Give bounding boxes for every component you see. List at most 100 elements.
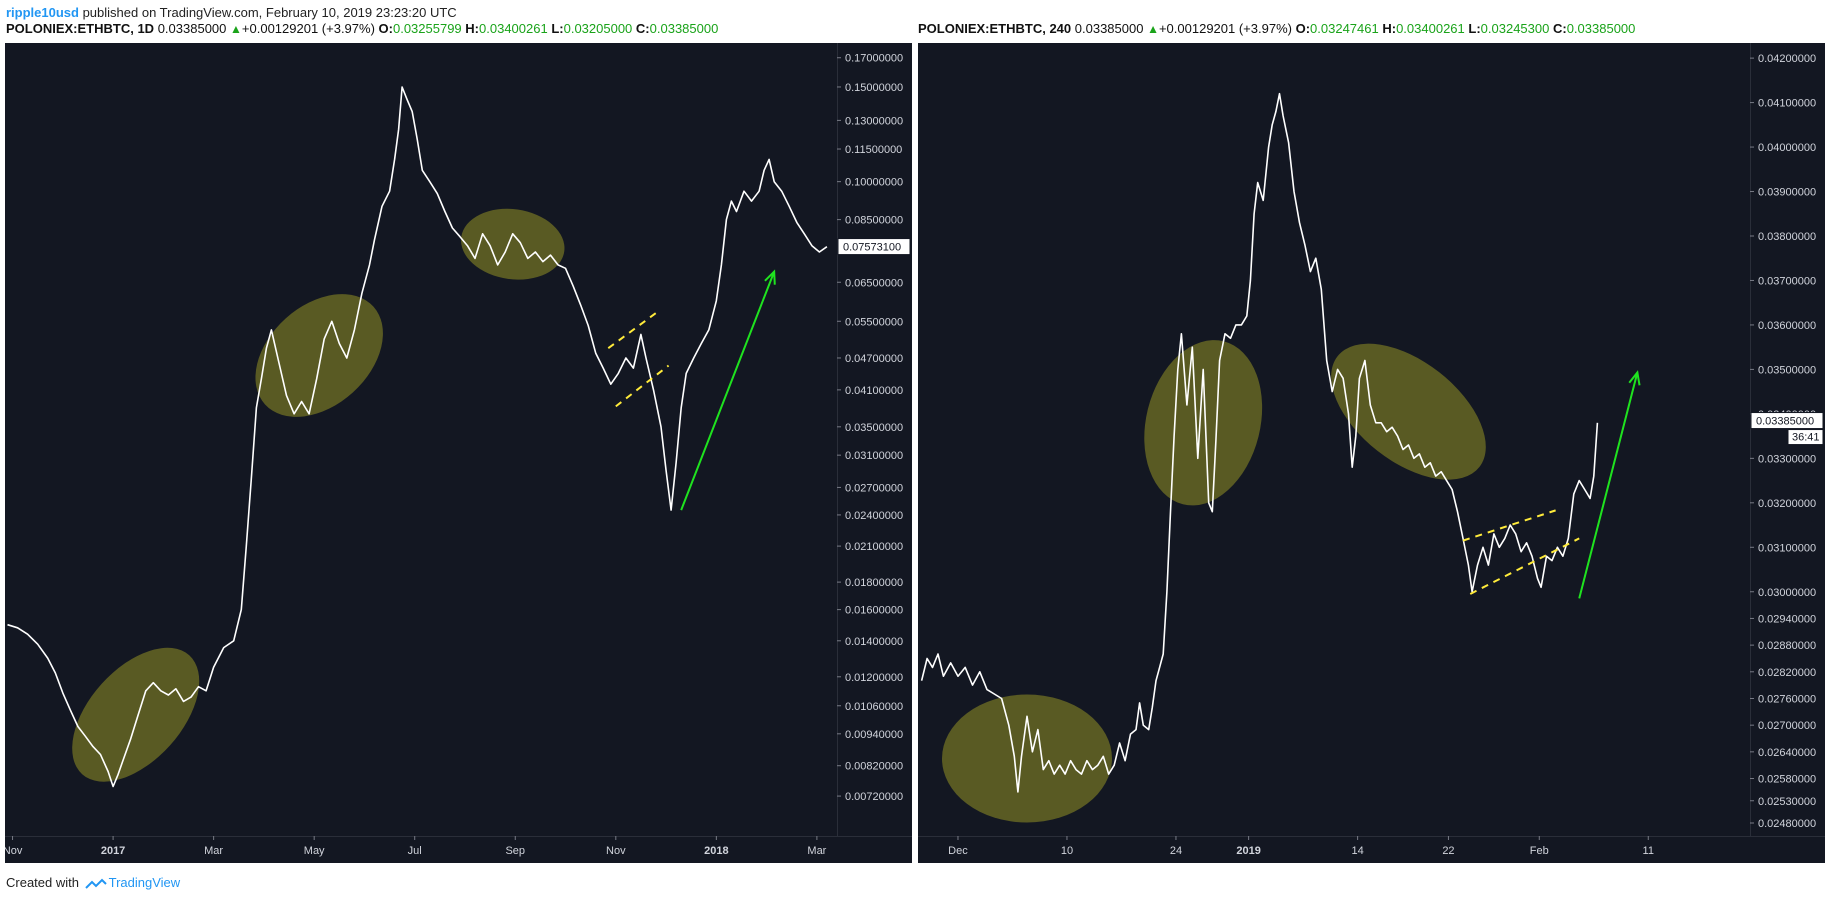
chart1-trend-line-1 [607, 312, 657, 350]
chart1-o-label: O: [378, 21, 393, 36]
chart1-c-label: C: [635, 21, 650, 36]
chart1-x-tick-label: May [304, 845, 325, 857]
chart2-y-tick-label: 0.02480000 [1758, 818, 1816, 830]
chart1-y-tick-label: 0.03100000 [845, 450, 903, 462]
chart1-y-tick-label: 0.11500000 [845, 144, 902, 156]
chart1-y-tick-label: 0.00720000 [845, 791, 903, 803]
chart2-high: 0.03400261 [1396, 21, 1465, 36]
chart2-y-tick-label: 0.02700000 [1758, 720, 1816, 732]
chart1-y-tick-label: 0.17000000 [845, 53, 903, 65]
chart2-y-tick-label: 0.02880000 [1758, 640, 1816, 652]
chart1-y-tick-label: 0.06500000 [845, 277, 903, 289]
chart1-h-label: H: [465, 21, 480, 36]
chart1-y-tick-label: 0.08500000 [845, 215, 903, 227]
chart1-y-tick-label: 0.00940000 [845, 729, 903, 741]
chart2-y-tick-label: 0.03600000 [1758, 320, 1816, 332]
chart1-y-tick-label: 0.15000000 [845, 82, 903, 94]
chart1-highlight-ellipse-2 [255, 294, 383, 417]
chart1-highlight-ellipse-3 [461, 208, 565, 280]
chart2-x-tick-label: 14 [1351, 845, 1363, 857]
chart2-trend-line-1 [1462, 509, 1556, 542]
chart1-x-tick-label: Mar [807, 845, 826, 857]
chart1-last-price-label: 0.07573100 [843, 242, 901, 254]
chart2-y-tick-label: 0.02580000 [1758, 774, 1816, 786]
chart2-c-label: C: [1552, 21, 1567, 36]
chart2-y-tick-label: 0.02640000 [1758, 747, 1816, 759]
chart1-y-tick-label: 0.13000000 [845, 115, 903, 127]
chart1-symbol: POLONIEX:ETHBTC, 1D [6, 21, 155, 36]
chart1-price-line [7, 86, 828, 788]
chart2-h-label: H: [1382, 21, 1397, 36]
tradingview-link[interactable]: TradingView [108, 875, 181, 890]
chart2-y-tick-label: 0.03300000 [1758, 453, 1816, 465]
chart2-change: +0.00129201 (+3.97%) [1158, 21, 1292, 36]
chart1-y-tick-label: 0.01060000 [845, 701, 903, 713]
chart2-y-tick-label: 0.03100000 [1758, 542, 1816, 554]
chart1-high: 0.03400261 [479, 21, 548, 36]
published-line: ripple10usd published on TradingView.com… [6, 5, 457, 20]
chart1-y-tick-label: 0.01200000 [845, 672, 903, 684]
chart2-highlight-ellipse-2 [1144, 340, 1263, 506]
author-link[interactable]: ripple10usd [6, 5, 79, 20]
chart1-y-tick-label: 0.04100000 [845, 385, 903, 397]
chart2-last-price-box [1750, 412, 1824, 430]
chart2-highlight-ellipse-3 [1331, 343, 1486, 480]
chart2-y-tick-label: 0.02760000 [1758, 693, 1816, 705]
chart1-x-tick-label: 2018 [704, 845, 728, 857]
chart2-y-tick-label: 0.04200000 [1758, 53, 1816, 65]
chart1-y-tick-label: 0.02700000 [845, 482, 903, 494]
chart1-low: 0.03205000 [563, 21, 633, 36]
chart1-trend-line-2 [615, 364, 670, 408]
chart2-x-tick-label: 2019 [1236, 845, 1260, 857]
chart1-x-tick-label: 2017 [101, 845, 125, 857]
chart2-price-line [920, 92, 1599, 793]
created-with-text: Created with [6, 875, 79, 890]
chart1-x-tick-label: Nov [5, 845, 23, 857]
chart1-header: POLONIEX:ETHBTC, 1D 0.03385000 ▲+0.00129… [6, 21, 718, 36]
chart1-x-tick-label: Mar [204, 845, 223, 857]
chart1-highlight-ellipse-1 [72, 647, 200, 782]
chart2-y-tick-label: 0.03200000 [1758, 498, 1816, 510]
chart2-y-tick-label: 0.02940000 [1758, 613, 1816, 625]
chart1-svg[interactable]: 0.17000000 0.15000000 0.13000000 0.11500000… [5, 43, 912, 863]
chart1-x-tick-label: Sep [505, 845, 525, 857]
chart1-y-tick-label: 0.02400000 [845, 510, 903, 522]
chart2-y-tick-label: 0.04000000 [1758, 142, 1816, 154]
chart2-open: 0.03247461 [1310, 21, 1379, 36]
chart2-y-tick-label: 0.03000000 [1758, 587, 1816, 599]
chart2-close: 0.03385000 [1566, 21, 1636, 36]
chart1-last-price-box [837, 238, 911, 256]
chart2-symbol: POLONIEX:ETHBTC, 240 [918, 21, 1072, 36]
chart1-y-tick-label: 0.03500000 [845, 422, 903, 434]
chart1-y-tick-label: 0.04700000 [845, 353, 903, 365]
chart1-panel[interactable]: 0.17000000 0.15000000 0.13000000 0.11500000… [5, 43, 912, 863]
chart2-last-price-label: 0.03385000 [1756, 416, 1814, 428]
chart2-y-tick-label: 0.03500000 [1758, 364, 1816, 376]
chart2-arrow-shaft [1578, 372, 1639, 599]
chart1-y-tick-label: 0.01600000 [845, 605, 903, 617]
chart2-y-tick-label: 0.03900000 [1758, 187, 1816, 199]
chart1-y-tick-label: 0.01400000 [845, 636, 903, 648]
chart1-y-tick-label: 0.10000000 [845, 177, 903, 189]
chart1-last: 0.03385000 [157, 21, 227, 36]
chart2-y-tick-label: 0.02820000 [1758, 667, 1816, 679]
chart1-l-label: L: [551, 21, 564, 36]
chart2-arrow-head [1628, 370, 1641, 386]
chart2-countdown-box [1787, 429, 1824, 446]
chart2-svg[interactable]: 0.04200000 0.04100000 0.04000000 0.03900000… [918, 43, 1825, 863]
published-text: published on TradingView.com, February 1… [78, 5, 457, 20]
chart1-x-tick-label: Jul [408, 845, 422, 857]
chart1-x-tick-label: Nov [606, 845, 626, 857]
chart1-y-tick-label: 0.01800000 [845, 577, 903, 589]
chart2-l-label: L: [1468, 21, 1481, 36]
footer: Created with TradingView [6, 875, 180, 890]
chart2-x-tick-label: 22 [1442, 845, 1454, 857]
chart1-y-tick-label: 0.00820000 [845, 761, 903, 773]
chart1-y-tick-label: 0.02100000 [845, 541, 903, 553]
chart1-arrow-head [764, 269, 776, 285]
up-triangle-icon: ▲ [1147, 22, 1159, 36]
chart1-change: +0.00129201 (+3.97%) [241, 21, 375, 36]
chart2-panel[interactable]: 0.04200000 0.04100000 0.04000000 0.03900000… [918, 43, 1825, 863]
chart2-x-tick-label: Dec [948, 845, 968, 857]
chart2-low: 0.03245300 [1480, 21, 1550, 36]
